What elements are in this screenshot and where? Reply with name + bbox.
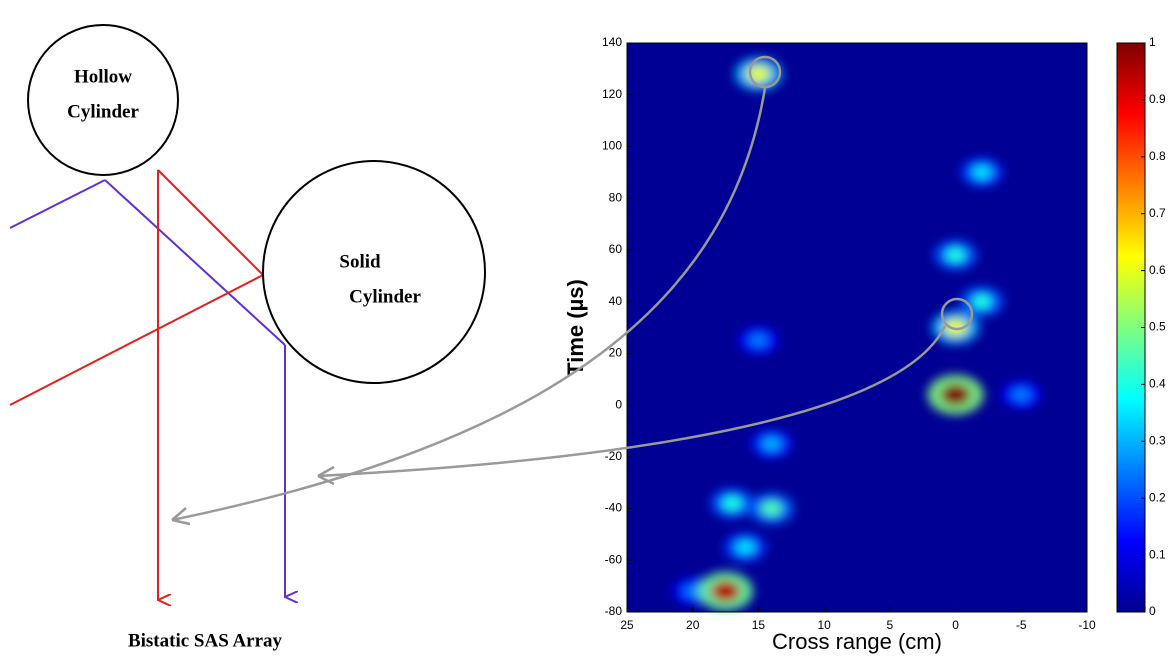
colorbar-tick-label: 0.1 bbox=[1149, 547, 1166, 561]
highlight bbox=[748, 55, 782, 89]
x-tick-label: 10 bbox=[817, 618, 831, 632]
arrow-head bbox=[171, 507, 191, 526]
x-tick-label: -5 bbox=[1016, 618, 1027, 632]
y-tick-label: -60 bbox=[605, 552, 623, 566]
colorbar-tick-label: 0.8 bbox=[1149, 149, 1166, 163]
plot-frame bbox=[626, 42, 1088, 613]
y-tick-label: 0 bbox=[615, 397, 622, 411]
hotspot bbox=[749, 333, 768, 347]
colorbar-tick-label: 0.7 bbox=[1149, 206, 1166, 220]
y-tick-label: -80 bbox=[605, 604, 623, 618]
hotspot bbox=[945, 247, 966, 263]
colorbar-tick-label: 0.9 bbox=[1149, 92, 1166, 106]
hollow-cylinder bbox=[27, 24, 179, 176]
label: Bistatic SAS Array bbox=[128, 630, 283, 651]
y-tick-label: -40 bbox=[605, 501, 623, 515]
arrow bbox=[317, 325, 947, 478]
y-tick-label: 140 bbox=[602, 35, 622, 49]
colorbar-tick-label: 0.6 bbox=[1149, 263, 1166, 277]
x-tick-label: 20 bbox=[686, 618, 700, 632]
colorbar-tick-label: 0 bbox=[1149, 604, 1156, 618]
y-axis-label: Time (µs) bbox=[563, 279, 588, 376]
hotspot bbox=[762, 437, 781, 451]
colorbar-tick-label: 0.3 bbox=[1149, 433, 1166, 447]
arrow-head bbox=[317, 465, 335, 486]
x-tick-label: 0 bbox=[952, 618, 959, 632]
plot-background bbox=[627, 43, 1087, 612]
y-tick-label: 40 bbox=[609, 294, 623, 308]
label: Cylinder bbox=[67, 101, 139, 122]
label: Hollow bbox=[74, 66, 132, 87]
ray bbox=[9, 179, 106, 229]
hotspot bbox=[683, 584, 702, 598]
x-axis-label: Cross range (cm) bbox=[772, 629, 942, 654]
x-tick-label: 5 bbox=[887, 618, 894, 632]
colorbar-tick-label: 0.5 bbox=[1149, 320, 1166, 334]
solid-cylinder bbox=[262, 160, 486, 384]
y-tick-label: 60 bbox=[609, 242, 623, 256]
hotspot bbox=[760, 500, 783, 517]
hotspot bbox=[943, 318, 968, 337]
highlight bbox=[940, 297, 974, 331]
ray bbox=[9, 274, 264, 406]
colorbar-tick-label: 0.2 bbox=[1149, 490, 1166, 504]
colorbar bbox=[1116, 42, 1146, 613]
y-tick-label: 120 bbox=[602, 87, 622, 101]
hotspot bbox=[971, 294, 993, 310]
hotspot bbox=[735, 540, 756, 555]
hotspot bbox=[721, 495, 743, 511]
label: Solid bbox=[339, 251, 381, 272]
x-tick-label: 15 bbox=[752, 618, 766, 632]
diagram: Hollow Cylinder Solid Cylinder Bistatic … bbox=[9, 24, 486, 651]
hotspot bbox=[940, 383, 971, 406]
hotspots bbox=[672, 57, 1042, 611]
hotspot bbox=[972, 165, 992, 180]
hotspot bbox=[710, 580, 741, 603]
ray bbox=[157, 169, 264, 276]
ray bbox=[104, 179, 286, 346]
y-tick-label: 80 bbox=[609, 190, 623, 204]
x-tick-label: 25 bbox=[620, 618, 634, 632]
annotations bbox=[171, 55, 974, 526]
hotspot bbox=[1012, 388, 1031, 402]
y-tick-label: 20 bbox=[609, 346, 623, 360]
colorbar-tick-label: 1 bbox=[1149, 35, 1156, 49]
heatmap: 25 20 15 10 5 0 -5 -10-80-60-40-200204060801001… bbox=[563, 35, 1166, 654]
x-tick-label: -10 bbox=[1078, 618, 1096, 632]
colorbar-tick-label: 0.4 bbox=[1149, 377, 1166, 391]
arrow bbox=[171, 87, 767, 522]
y-tick-label: -20 bbox=[605, 449, 623, 463]
y-tick-label: 100 bbox=[602, 139, 622, 153]
label: Cylinder bbox=[349, 286, 421, 307]
